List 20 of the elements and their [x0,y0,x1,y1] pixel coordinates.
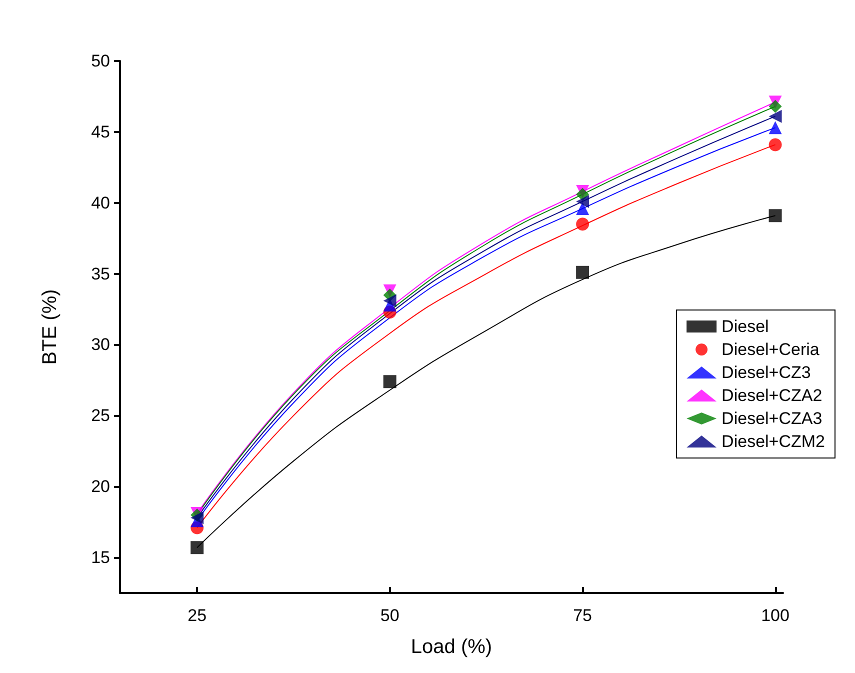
legend-label: Diesel+CZA2 [722,386,822,405]
x-tick-label: 100 [761,606,790,625]
x-tick-label: 50 [380,606,400,625]
legend-label: Diesel+Ceria [722,340,820,359]
x-tick-label: 25 [188,606,207,625]
y-tick-label: 25 [91,406,110,426]
x-tick-label: 75 [573,606,592,625]
legend-label: Diesel [722,317,769,336]
y-tick-label: 30 [91,335,110,354]
y-axis-title: BTE (%) [39,289,61,365]
y-tick-label: 20 [91,477,110,496]
legend-label: Diesel+CZM2 [722,432,826,451]
legend-label: Diesel+CZ3 [722,363,811,382]
y-tick-label: 40 [91,193,110,212]
y-tick-label: 15 [91,548,110,568]
x-axis-title: Load (%) [410,636,492,658]
y-tick-label: 50 [91,52,110,70]
y-tick-label: 35 [91,264,110,284]
y-tick-label: 45 [91,122,110,142]
legend-label: Diesel+CZA3 [722,409,822,428]
